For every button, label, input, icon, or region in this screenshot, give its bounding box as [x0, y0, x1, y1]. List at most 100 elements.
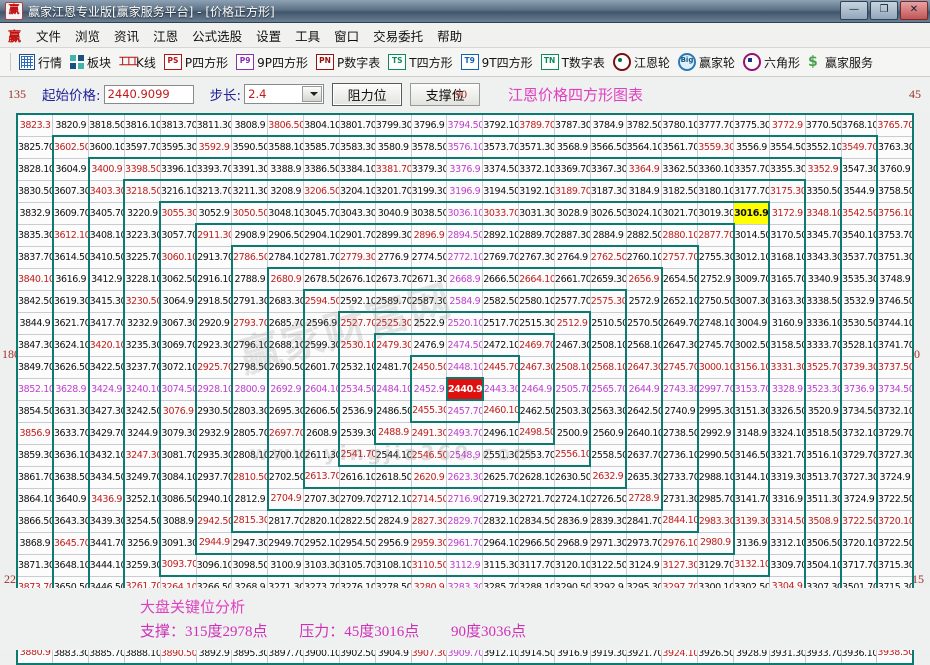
toolbar-button-t-square[interactable]: TS T四方形 — [384, 53, 456, 72]
grid-cell[interactable]: 3636.10 — [51, 443, 90, 467]
grid-cell[interactable]: 2455.30 — [410, 399, 448, 423]
toolbar-button-p-square[interactable]: PS P四方形 — [160, 53, 232, 72]
grid-cell[interactable]: 3091.30 — [159, 531, 197, 555]
grid-cell[interactable]: 2544.10 — [374, 443, 412, 467]
grid-cell[interactable]: 2877.70 — [697, 223, 735, 247]
center-price-cell[interactable]: 2440.9 — [445, 377, 484, 401]
menu-item-gann[interactable]: 江恩 — [153, 28, 179, 44]
grid-cell[interactable]: 3823.3 — [16, 113, 54, 137]
grid-cell[interactable]: 3206.50 — [303, 179, 340, 203]
grid-cell[interactable]: 2565.70 — [589, 377, 628, 401]
grid-cell[interactable]: 3597.70 — [123, 135, 161, 159]
close-button[interactable]: ✕ — [900, 1, 928, 20]
grid-cell[interactable]: 2880.10 — [661, 223, 699, 247]
grid-cell[interactable]: 2688.10 — [266, 333, 305, 357]
grid-cell[interactable]: 3247.30 — [123, 443, 161, 467]
grid-cell[interactable]: 3410.50 — [87, 245, 125, 269]
grid-cell[interactable]: 2630.50 — [553, 465, 591, 489]
grid-cell[interactable]: 3722.50 — [876, 487, 915, 511]
grid-cell[interactable]: 2714.50 — [410, 487, 448, 511]
grid-cell[interactable]: 3048.10 — [267, 201, 305, 225]
grid-cell[interactable]: 3566.50 — [589, 135, 627, 159]
grid-cell[interactable]: 2961.70 — [446, 531, 484, 555]
grid-cell[interactable]: 3415.30 — [87, 289, 125, 313]
grid-cell[interactable]: 3508.9 — [804, 509, 843, 533]
grid-cell[interactable]: 3367.30 — [589, 157, 627, 181]
grid-cell[interactable]: 3645.70 — [51, 531, 90, 555]
grid-cell[interactable]: 2719.30 — [482, 487, 520, 511]
grid-cell[interactable]: 2788.9 — [230, 267, 269, 291]
grid-cell[interactable]: 3348.10 — [804, 201, 843, 225]
grid-cell[interactable]: 2817.70 — [267, 509, 305, 533]
grid-cell[interactable]: 3220.9 — [123, 201, 161, 225]
grid-cell[interactable]: 2774.50 — [410, 245, 448, 269]
grid-cell[interactable]: 2536.9 — [338, 399, 376, 423]
grid-cell[interactable]: 3849.70 — [16, 355, 54, 379]
grid-cell[interactable]: 3722.50 — [840, 509, 878, 533]
grid-cell[interactable]: 2500.9 — [553, 421, 592, 445]
grid-cell[interactable]: 3086.50 — [159, 487, 197, 511]
menu-item-file[interactable]: 文件 — [36, 28, 62, 44]
grid-cell[interactable]: 3108.10 — [374, 553, 412, 577]
grid-cell[interactable]: 3763.30 — [876, 135, 915, 159]
grid-cell[interactable]: 2577.70 — [553, 289, 591, 313]
grid-cell[interactable]: 3808.9 — [231, 113, 269, 137]
grid-cell[interactable]: 3189.70 — [553, 179, 591, 203]
grid-cell[interactable]: 3230.50 — [123, 289, 161, 313]
grid-cell[interactable]: 2956.9 — [374, 531, 412, 555]
grid-cell[interactable]: 2548.9 — [446, 443, 484, 467]
grid-cell[interactable]: 2647.30 — [625, 355, 663, 379]
grid-cell[interactable]: 3057.70 — [159, 223, 197, 247]
grid-cell[interactable]: 3014.50 — [733, 223, 771, 247]
grid-cell[interactable]: 3852.10 — [16, 377, 54, 401]
grid-cell[interactable]: 3002.50 — [733, 333, 771, 357]
grid-cell[interactable]: 2599.30 — [302, 333, 340, 357]
grid-cell[interactable]: 2733.70 — [661, 465, 699, 489]
grid-cell[interactable]: 3328.9 — [768, 377, 807, 401]
grid-cell[interactable]: 2510.50 — [589, 311, 628, 335]
grid-cell[interactable]: 3153.70 — [733, 377, 771, 401]
grid-cell[interactable]: 3794.50 — [446, 113, 484, 137]
grid-cell[interactable]: 3240.10 — [123, 377, 161, 401]
grid-cell[interactable]: 3184.9 — [625, 179, 663, 203]
grid-cell[interactable]: 3614.50 — [51, 245, 90, 269]
grid-cell[interactable]: 3782.50 — [625, 113, 663, 137]
grid-cell[interactable]: 3506.50 — [804, 531, 843, 555]
grid-cell[interactable]: 3537.70 — [840, 245, 878, 269]
grid-cell[interactable]: 3643.30 — [51, 509, 90, 533]
grid-cell[interactable]: 2594.50 — [302, 289, 340, 313]
grid-cell[interactable]: 2786.50 — [230, 245, 269, 269]
grid-cell[interactable]: 2503.30 — [553, 399, 592, 423]
grid-cell[interactable]: 2443.30 — [482, 377, 520, 401]
grid-cell[interactable]: 2887.30 — [553, 223, 591, 247]
grid-cell[interactable]: 2964.10 — [482, 531, 520, 555]
grid-cell[interactable]: 2632.9 — [589, 465, 628, 489]
grid-cell[interactable]: 3132.10 — [733, 553, 771, 577]
grid-cell[interactable]: 3110.50 — [410, 553, 448, 577]
grid-cell[interactable]: 3729.70 — [876, 421, 915, 445]
grid-cell[interactable]: 2666.50 — [482, 267, 520, 291]
grid-cell[interactable]: 2472.10 — [482, 333, 520, 357]
grid-cell[interactable]: 3525.70 — [804, 355, 843, 379]
toolbar-button-quotes[interactable]: 行情 — [15, 53, 66, 72]
grid-cell[interactable]: 2712.10 — [374, 487, 412, 511]
grid-cell[interactable]: 3871.30 — [16, 553, 54, 577]
grid-cell[interactable]: 2474.50 — [446, 333, 484, 357]
grid-cell[interactable]: 3804.10 — [303, 113, 340, 137]
grid-cell[interactable]: 3832.9 — [16, 201, 54, 225]
grid-cell[interactable]: 2796.10 — [230, 333, 269, 357]
grid-cell[interactable]: 2738.50 — [661, 421, 699, 445]
grid-cell[interactable]: 3170.50 — [768, 223, 807, 247]
grid-cell[interactable]: 2923.30 — [195, 333, 233, 357]
grid-cell[interactable]: 2568.10 — [625, 333, 663, 357]
grid-cell[interactable]: 2803.30 — [230, 399, 269, 423]
grid-cell[interactable]: 2637.70 — [625, 443, 663, 467]
grid-cell[interactable]: 2928.10 — [195, 377, 233, 401]
grid-cell[interactable]: 3734.50 — [876, 377, 915, 401]
grid-cell[interactable]: 3784.9 — [589, 113, 627, 137]
grid-cell[interactable]: 3343.30 — [804, 245, 843, 269]
grid-cell[interactable]: 2512.9 — [553, 311, 592, 335]
grid-cell[interactable]: 3122.50 — [589, 553, 627, 577]
grid-cell[interactable]: 2496.10 — [482, 421, 520, 445]
grid-cell[interactable]: 3019.30 — [697, 201, 735, 225]
